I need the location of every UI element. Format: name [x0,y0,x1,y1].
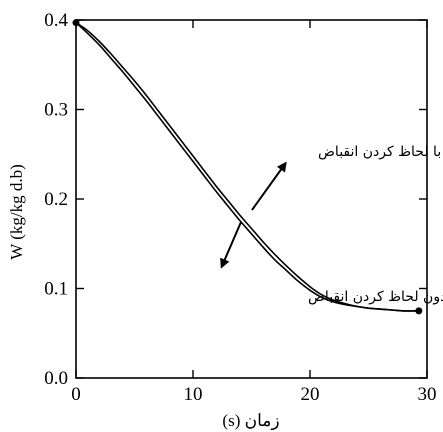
y-axis-title: W (kg/kg d.b) [7,164,26,260]
axis-ticks: 0 10 20 30 0.0 0.1 0.2 0.3 0.4 [44,10,436,405]
x-tick-label: 10 [184,384,203,405]
y-tick-label: 0.2 [44,189,68,210]
end-point [415,307,423,315]
x-axis-title: زمان (s) [222,411,279,431]
series-line-1 [75,22,419,312]
y-tick-label: 0.1 [44,279,68,300]
x-tick-label: 20 [301,384,320,405]
start-point [72,19,80,27]
x-tick-label: 0 [71,384,81,405]
y-tick-label: 0.4 [44,10,68,31]
annotation-arrows [220,161,287,269]
annotation-with-shrinkage: با لحاظ کردن انقباض [318,144,441,160]
y-tick-label: 0.3 [44,100,68,121]
y-tick-label: 0.0 [44,368,68,389]
arrow-without-shrinkage [220,221,242,269]
x-tick-label: 30 [418,384,437,405]
annotation-without-shrinkage: بدون لحاظ کردن انقباض [308,289,443,305]
series-line-0 [75,22,419,312]
series-layer [72,19,423,315]
arrow-with-shrinkage [251,161,287,211]
